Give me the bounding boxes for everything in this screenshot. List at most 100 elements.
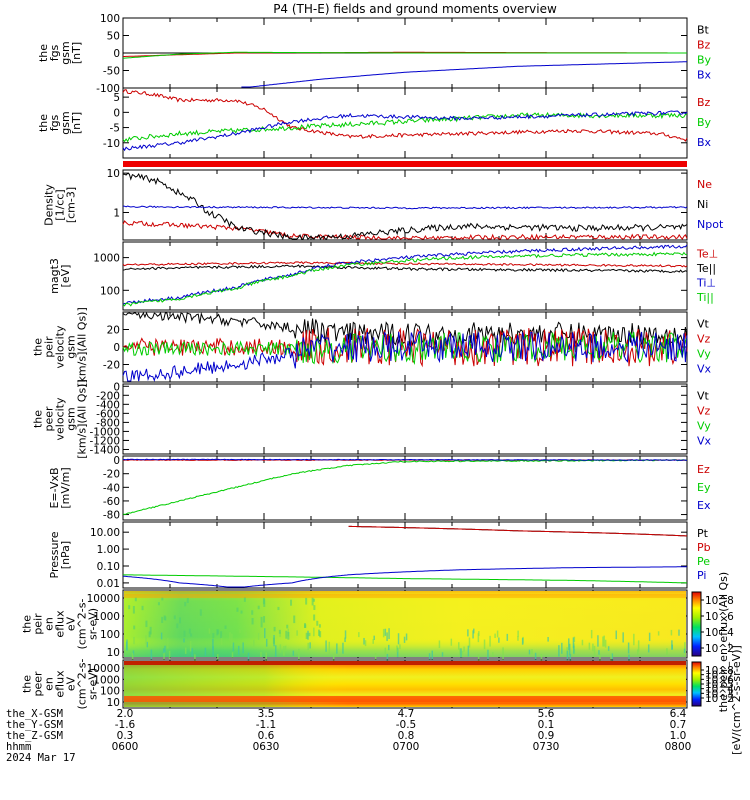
ytick-label: 0 — [113, 455, 120, 467]
spectrogram-pixel — [403, 636, 406, 643]
spectrogram-pixel — [262, 597, 265, 605]
spectrogram-pixel — [229, 632, 231, 642]
spectrogram-pixel — [592, 643, 594, 652]
series-line — [122, 264, 688, 274]
spectrogram-pixel — [134, 597, 137, 602]
legend-entry: Te|| — [696, 262, 716, 275]
spectrogram-pixel — [506, 633, 509, 641]
footer-value: 1.0 — [669, 730, 687, 742]
spectrogram-pixel — [463, 646, 465, 652]
spectrogram-pixel — [633, 633, 635, 646]
legend: Vt Vz Vy Vx — [697, 318, 712, 376]
legend-entry: Ex — [697, 499, 711, 512]
spectrogram-pixel — [528, 649, 531, 655]
panel-frame — [122, 383, 688, 455]
spectrogram-pixel — [264, 628, 266, 639]
footer-value: 0.1 — [537, 719, 555, 731]
spectrogram-pixel — [308, 632, 311, 637]
spectrogram-pixel — [304, 624, 307, 628]
panel-ylabel: Density[1/cc][cm-3] — [43, 184, 78, 226]
spectrogram-pixel — [212, 646, 214, 657]
series-line — [122, 205, 688, 210]
spectrogram-pixel — [260, 652, 262, 657]
spectrogram-pixel — [372, 639, 374, 644]
panel-ylabel: E=-VxB[mV/m] — [48, 467, 72, 508]
spectrogram-pixel — [183, 638, 185, 643]
spectrogram-pixel — [342, 642, 344, 654]
legend-entry: Ti|| — [696, 291, 714, 304]
ytick-label: 10000 — [87, 593, 120, 605]
series-line — [122, 220, 688, 241]
spectrogram-pixel — [566, 650, 569, 661]
spectrogram-pixel — [286, 624, 289, 629]
spectrogram-pixel — [607, 646, 610, 651]
spectrogram-pixel — [487, 649, 489, 660]
colorbar-tick-label: 10^8 — [705, 595, 734, 607]
ytick-label: 10 — [107, 647, 120, 659]
spectrogram-pixel — [364, 640, 367, 647]
footer-value: 4.7 — [397, 708, 415, 720]
spectrogram-pixel — [298, 648, 300, 661]
spectrogram-pixel — [558, 645, 560, 657]
spectrogram-pixel — [186, 597, 189, 603]
footer-value: 0800 — [664, 741, 692, 753]
footer-row-label: hhmm — [6, 741, 32, 753]
series-line — [122, 111, 688, 143]
legend-entry: Vt — [697, 318, 710, 331]
ytick-label: 5 — [113, 92, 120, 104]
ytick-label: 100 — [100, 13, 120, 25]
series-line — [122, 251, 688, 307]
spectrogram-pixel — [245, 631, 247, 637]
colorbar-tick-label: 10^7 — [705, 670, 734, 682]
ytick-label: -600 — [96, 408, 120, 420]
spectrogram-pixel — [231, 652, 234, 658]
spectrogram-pixel — [566, 647, 568, 654]
spectrogram-pixel — [199, 609, 202, 616]
ytick-label: -20 — [103, 469, 120, 481]
legend-entry: Vt — [697, 390, 710, 403]
spectrogram-pixel — [237, 645, 240, 655]
spectrogram-pixel — [279, 644, 282, 653]
footer-value: -0.5 — [395, 719, 417, 731]
spectrogram-pixel — [179, 617, 182, 624]
spectrogram-pixel — [162, 648, 165, 654]
spectrogram-pixel — [273, 626, 276, 632]
panel-ylabel: thepeervelocitygsm[km/s](All Qs)] — [32, 379, 89, 459]
spectrogram-pixel — [145, 620, 148, 628]
ylabel-line: [cm-3] — [65, 187, 78, 223]
footer-value: -1.6 — [114, 719, 136, 731]
ytick-label: 50 — [107, 31, 120, 43]
spectrogram-pixel — [316, 620, 319, 626]
ylabel-line: [nPa] — [59, 541, 72, 569]
spectrogram-pixel — [216, 654, 219, 664]
spectrogram-band — [124, 661, 686, 665]
spectrogram-pixel — [384, 628, 387, 636]
spectrogram-pixel — [184, 647, 187, 654]
spectrogram-pixel — [610, 653, 612, 661]
ytick-label: 100 — [100, 285, 120, 297]
ytick-label: -60 — [103, 496, 120, 508]
colorbar-2 — [691, 661, 702, 707]
spectrogram-pixel — [670, 629, 673, 636]
series-line — [122, 327, 688, 368]
spectrogram-pixel — [220, 631, 223, 639]
legend-entry: Bz — [697, 39, 711, 52]
spectrogram-pixel — [128, 605, 131, 610]
colorbar-side-label: [eV/(cm^2-s-sr-eV)] — [730, 645, 743, 755]
colorbar-1 — [691, 591, 702, 657]
spectrogram-pixel — [161, 597, 164, 601]
spectrogram-pixel — [312, 598, 315, 602]
spectrogram-pixel — [290, 599, 293, 606]
panel-frame — [122, 311, 688, 383]
spectrogram-pixel — [243, 597, 246, 602]
panel-ylabel: thepeerenefluxeV(cm^2-s-sr-eV) — [21, 659, 100, 710]
spectrogram-pixel — [149, 626, 152, 635]
ylabel-line: magt3 — [48, 258, 61, 294]
ylabel-line: the — [32, 338, 45, 356]
ylabel-line: eV — [65, 676, 78, 691]
spectrogram-pixel — [287, 631, 290, 640]
panel-frame — [122, 521, 688, 589]
ytick-label: 20 — [107, 325, 120, 337]
footer-value: 0.8 — [397, 730, 415, 742]
ytick-label: 0 — [113, 48, 120, 60]
